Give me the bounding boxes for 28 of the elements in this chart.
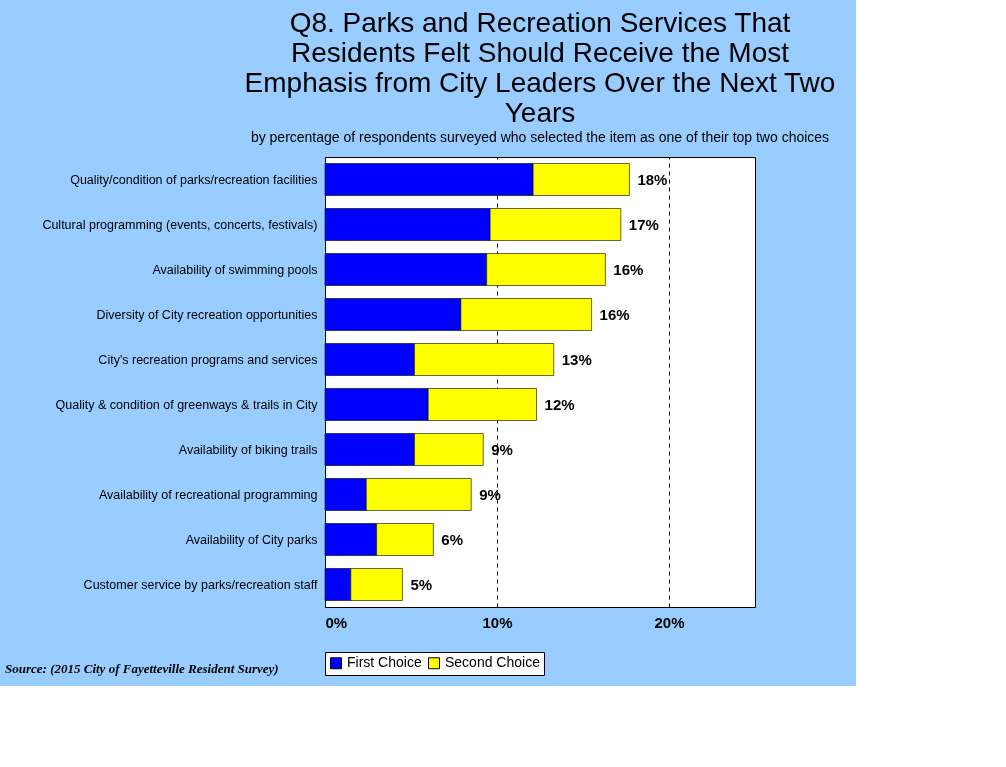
y-tick-label: Customer service by parks/recreation staff [83, 577, 319, 592]
total-label: 13% [561, 350, 592, 368]
x-tick-label: 0% [325, 613, 348, 631]
total-label: 6% [441, 530, 464, 548]
y-tick-label: Quality & condition of greenways & trails in City [55, 397, 319, 412]
total-label: 18% [637, 170, 668, 188]
y-tick-label: Cultural programming (events, concerts, festivals) [42, 217, 318, 232]
x-tick-label: 20% [654, 613, 685, 631]
y-tick-label: Availability of biking trails [178, 442, 318, 457]
source-note: Source: (2015 City of Fayetteville Resident Survey) [5, 661, 279, 676]
y-tick-label: Availability of City parks [185, 532, 318, 547]
total-label: 5% [410, 575, 433, 593]
total-label: 16% [599, 305, 630, 323]
chart-title: Q8. Parks and Recreation Services That Residents Felt Should Receive the Most Emphasis from City Leaders Over the Next Two Years [244, 7, 836, 128]
total-label: 17% [628, 215, 659, 233]
y-tick-label: City's recreation programs and services [98, 352, 318, 367]
total-label: 9% [479, 485, 501, 503]
y-tick-label: Availability of recreational programming [98, 487, 318, 502]
y-tick-label: Quality/condition of parks/recreation facilities [70, 172, 318, 187]
total-label: 12% [544, 395, 575, 413]
y-tick-label: Availability of swimming pools [152, 262, 318, 277]
total-label: 9% [491, 440, 513, 458]
legend-label: First Choice [347, 654, 422, 671]
legend-label: Second Choice [445, 654, 541, 671]
total-label: 16% [613, 260, 644, 278]
y-tick-label: Diversity of City recreation opportunities [96, 307, 318, 322]
x-tick-label: 10% [482, 613, 513, 631]
chart-subtitle: by percentage of respondents surveyed who selected the item as one of their top two choices [250, 129, 830, 145]
